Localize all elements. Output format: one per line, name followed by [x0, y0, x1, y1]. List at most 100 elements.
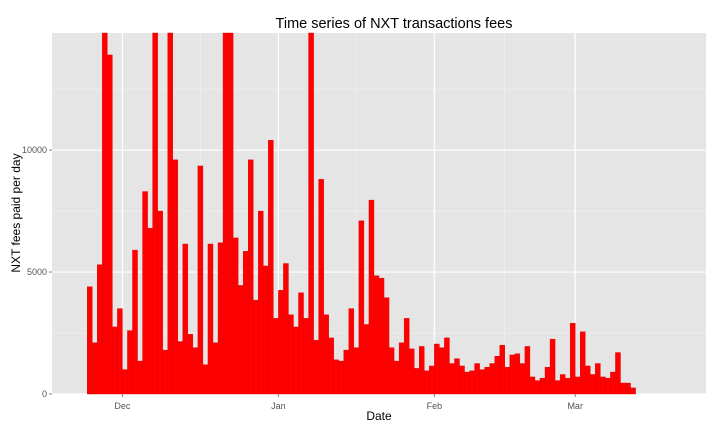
- bar: [534, 380, 541, 395]
- bar: [182, 243, 189, 395]
- bar: [232, 237, 239, 395]
- bar: [328, 337, 334, 395]
- bar: [419, 346, 425, 395]
- bar: [202, 364, 209, 395]
- bar: [630, 387, 636, 395]
- bar: [97, 264, 103, 395]
- bar: [504, 366, 510, 395]
- bar: [388, 347, 395, 395]
- x-axis: Dec Jan Feb Mar: [114, 394, 583, 411]
- bar: [368, 199, 375, 395]
- y-tick-label: 10000: [22, 145, 47, 155]
- bar: [338, 360, 344, 395]
- bar: [177, 341, 183, 395]
- bar: [313, 340, 319, 395]
- bar: [278, 290, 284, 395]
- bar: [132, 249, 138, 395]
- bar: [600, 376, 606, 395]
- bar: [539, 377, 546, 395]
- bar: [398, 342, 405, 395]
- bar: [529, 376, 536, 395]
- bar: [549, 338, 556, 395]
- bar: [142, 191, 148, 395]
- bar: [393, 360, 400, 395]
- bar: [479, 369, 485, 395]
- x-axis-title: Date: [366, 409, 392, 423]
- bar: [147, 227, 153, 395]
- bar: [112, 326, 118, 395]
- bar: [333, 359, 339, 395]
- x-tick-label: Feb: [427, 401, 443, 411]
- bar: [247, 159, 254, 395]
- bar: [92, 342, 98, 395]
- bar: [298, 292, 304, 395]
- bar: [454, 358, 460, 395]
- bar: [494, 355, 500, 395]
- bar: [212, 342, 219, 395]
- bar: [580, 331, 586, 395]
- bar: [323, 314, 329, 395]
- bar: [87, 286, 93, 395]
- bar: [403, 318, 410, 395]
- y-axis: 0 5000 10000: [22, 145, 52, 399]
- bar: [595, 363, 601, 395]
- y-axis-title: NXT fees paid per day: [9, 153, 23, 272]
- bar: [222, 32, 229, 395]
- x-tick-label: Jan: [271, 401, 286, 411]
- bar: [585, 365, 591, 395]
- bar: [590, 374, 596, 395]
- bar: [117, 308, 123, 395]
- bar: [217, 242, 224, 395]
- bar: [424, 370, 430, 395]
- bar: [263, 265, 269, 395]
- bar: [610, 371, 616, 395]
- bar: [127, 330, 133, 395]
- bar: [559, 374, 566, 395]
- bar: [308, 32, 314, 395]
- bar: [615, 352, 621, 395]
- bar: [207, 243, 214, 395]
- bar: [192, 347, 199, 395]
- bar: [474, 363, 480, 395]
- y-tick-label: 0: [42, 389, 47, 399]
- bar: [625, 382, 631, 395]
- bar: [489, 363, 495, 395]
- bar: [373, 275, 380, 395]
- bar: [499, 345, 505, 395]
- bar: [544, 366, 551, 395]
- chart-title: Time series of NXT transactions fees: [276, 16, 513, 32]
- bar: [273, 318, 279, 395]
- bars: [87, 32, 636, 395]
- bar: [469, 370, 475, 395]
- bar: [464, 371, 470, 395]
- bar: [237, 285, 244, 395]
- bar: [383, 297, 390, 395]
- bar: [569, 323, 576, 395]
- bar: [167, 32, 173, 395]
- bar: [318, 179, 324, 395]
- bar: [524, 346, 531, 395]
- bar: [152, 32, 158, 395]
- bar: [107, 54, 113, 395]
- y-tick-label: 5000: [27, 267, 47, 277]
- bar: [162, 349, 168, 395]
- bar: [605, 377, 611, 395]
- bar: [172, 159, 178, 395]
- bar: [414, 368, 420, 395]
- bar: [137, 360, 143, 395]
- bar: [102, 32, 108, 395]
- bar: [293, 326, 299, 395]
- x-tick-label: Mar: [567, 401, 583, 411]
- bar: [343, 349, 350, 395]
- bar: [242, 251, 249, 395]
- bar: [258, 210, 264, 395]
- bar: [187, 334, 194, 395]
- x-tick-label: Dec: [114, 401, 131, 411]
- bar: [434, 343, 440, 395]
- bar: [358, 220, 365, 395]
- bar: [408, 348, 415, 395]
- bar: [363, 324, 370, 395]
- bar: [268, 140, 274, 395]
- bar: [353, 347, 360, 395]
- bar: [439, 347, 445, 395]
